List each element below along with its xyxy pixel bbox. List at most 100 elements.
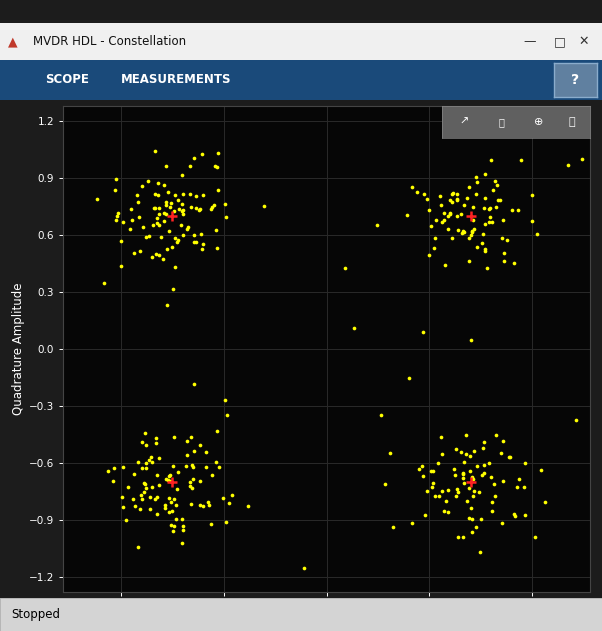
X-axis label: In-phase Amplitude: In-phase Amplitude — [269, 615, 384, 628]
Point — [468, 201, 478, 211]
Point — [175, 204, 184, 214]
Point — [118, 502, 128, 512]
Point — [489, 491, 499, 501]
Point — [471, 172, 481, 182]
Point — [402, 209, 412, 220]
Point — [224, 498, 234, 508]
Point — [149, 203, 158, 213]
Point — [198, 190, 208, 200]
Text: ⛶: ⛶ — [569, 117, 576, 127]
Point — [388, 522, 398, 533]
Point — [468, 471, 477, 481]
Point — [185, 481, 195, 491]
Point — [480, 220, 490, 230]
Point — [198, 239, 208, 249]
Point — [459, 227, 468, 237]
Point — [468, 226, 477, 236]
Point — [166, 199, 176, 209]
Point — [571, 415, 581, 425]
Point — [424, 204, 434, 215]
Point — [144, 231, 154, 241]
Point — [408, 518, 417, 528]
Point — [150, 189, 160, 199]
Point — [206, 519, 216, 529]
Point — [466, 503, 476, 513]
Text: ✕: ✕ — [579, 35, 589, 48]
Point — [213, 186, 223, 196]
Point — [502, 235, 512, 245]
Point — [167, 477, 177, 487]
Point — [431, 215, 441, 225]
Point — [479, 229, 488, 239]
Point — [465, 256, 474, 266]
Point — [438, 216, 447, 227]
Point — [471, 189, 481, 199]
Point — [536, 465, 546, 475]
Point — [152, 213, 161, 223]
Point — [110, 186, 120, 196]
Point — [171, 514, 181, 524]
Text: ?: ? — [571, 73, 580, 87]
Point — [182, 225, 191, 235]
Point — [477, 469, 487, 480]
Point — [99, 278, 109, 288]
Point — [439, 215, 448, 225]
Point — [160, 500, 170, 510]
Point — [137, 437, 146, 447]
Point — [125, 225, 134, 235]
Point — [468, 474, 477, 484]
Point — [108, 476, 117, 486]
Point — [513, 204, 523, 215]
Point — [452, 189, 462, 199]
Point — [520, 510, 530, 520]
Point — [495, 194, 505, 204]
Point — [204, 500, 214, 510]
Point — [186, 432, 196, 442]
Text: ↗: ↗ — [460, 117, 470, 127]
Point — [445, 209, 455, 219]
Point — [458, 469, 468, 479]
Point — [380, 479, 389, 489]
Point — [377, 410, 386, 420]
Point — [202, 462, 211, 472]
Point — [462, 495, 472, 505]
Point — [151, 433, 161, 443]
Point — [196, 229, 206, 239]
Point — [172, 237, 182, 247]
Point — [444, 507, 453, 517]
Point — [492, 180, 502, 191]
Point — [167, 520, 176, 530]
Point — [486, 505, 496, 516]
Point — [191, 237, 200, 247]
Point — [140, 428, 150, 439]
Point — [188, 153, 198, 163]
Point — [117, 492, 126, 502]
Point — [464, 512, 474, 522]
Point — [133, 543, 143, 553]
Point — [445, 208, 455, 218]
Point — [510, 510, 520, 521]
Point — [161, 200, 171, 210]
Point — [464, 233, 474, 243]
Point — [182, 461, 191, 471]
Point — [433, 458, 443, 468]
Point — [540, 497, 550, 507]
Point — [155, 453, 164, 463]
Point — [179, 525, 188, 535]
Point — [426, 221, 436, 232]
Point — [122, 514, 131, 524]
Point — [134, 212, 144, 222]
Point — [178, 209, 188, 220]
Point — [489, 480, 499, 490]
Text: SCOPE: SCOPE — [45, 73, 89, 86]
Point — [164, 187, 173, 197]
Point — [195, 440, 205, 451]
Point — [209, 200, 219, 210]
Point — [138, 222, 148, 232]
Point — [185, 477, 195, 487]
Point — [163, 300, 172, 310]
Point — [154, 203, 164, 213]
Point — [427, 482, 436, 492]
Point — [468, 527, 477, 537]
Point — [218, 492, 228, 502]
